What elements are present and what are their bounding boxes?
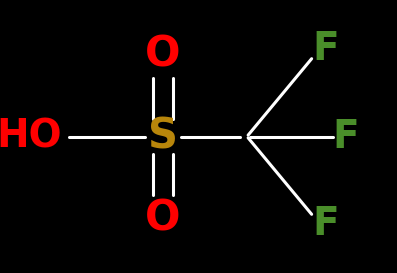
- Text: F: F: [332, 117, 359, 156]
- Text: S: S: [148, 115, 178, 158]
- Text: O: O: [145, 34, 181, 76]
- Text: F: F: [312, 205, 339, 243]
- Text: HO: HO: [0, 117, 62, 156]
- Text: F: F: [312, 30, 339, 68]
- Text: O: O: [145, 197, 181, 239]
